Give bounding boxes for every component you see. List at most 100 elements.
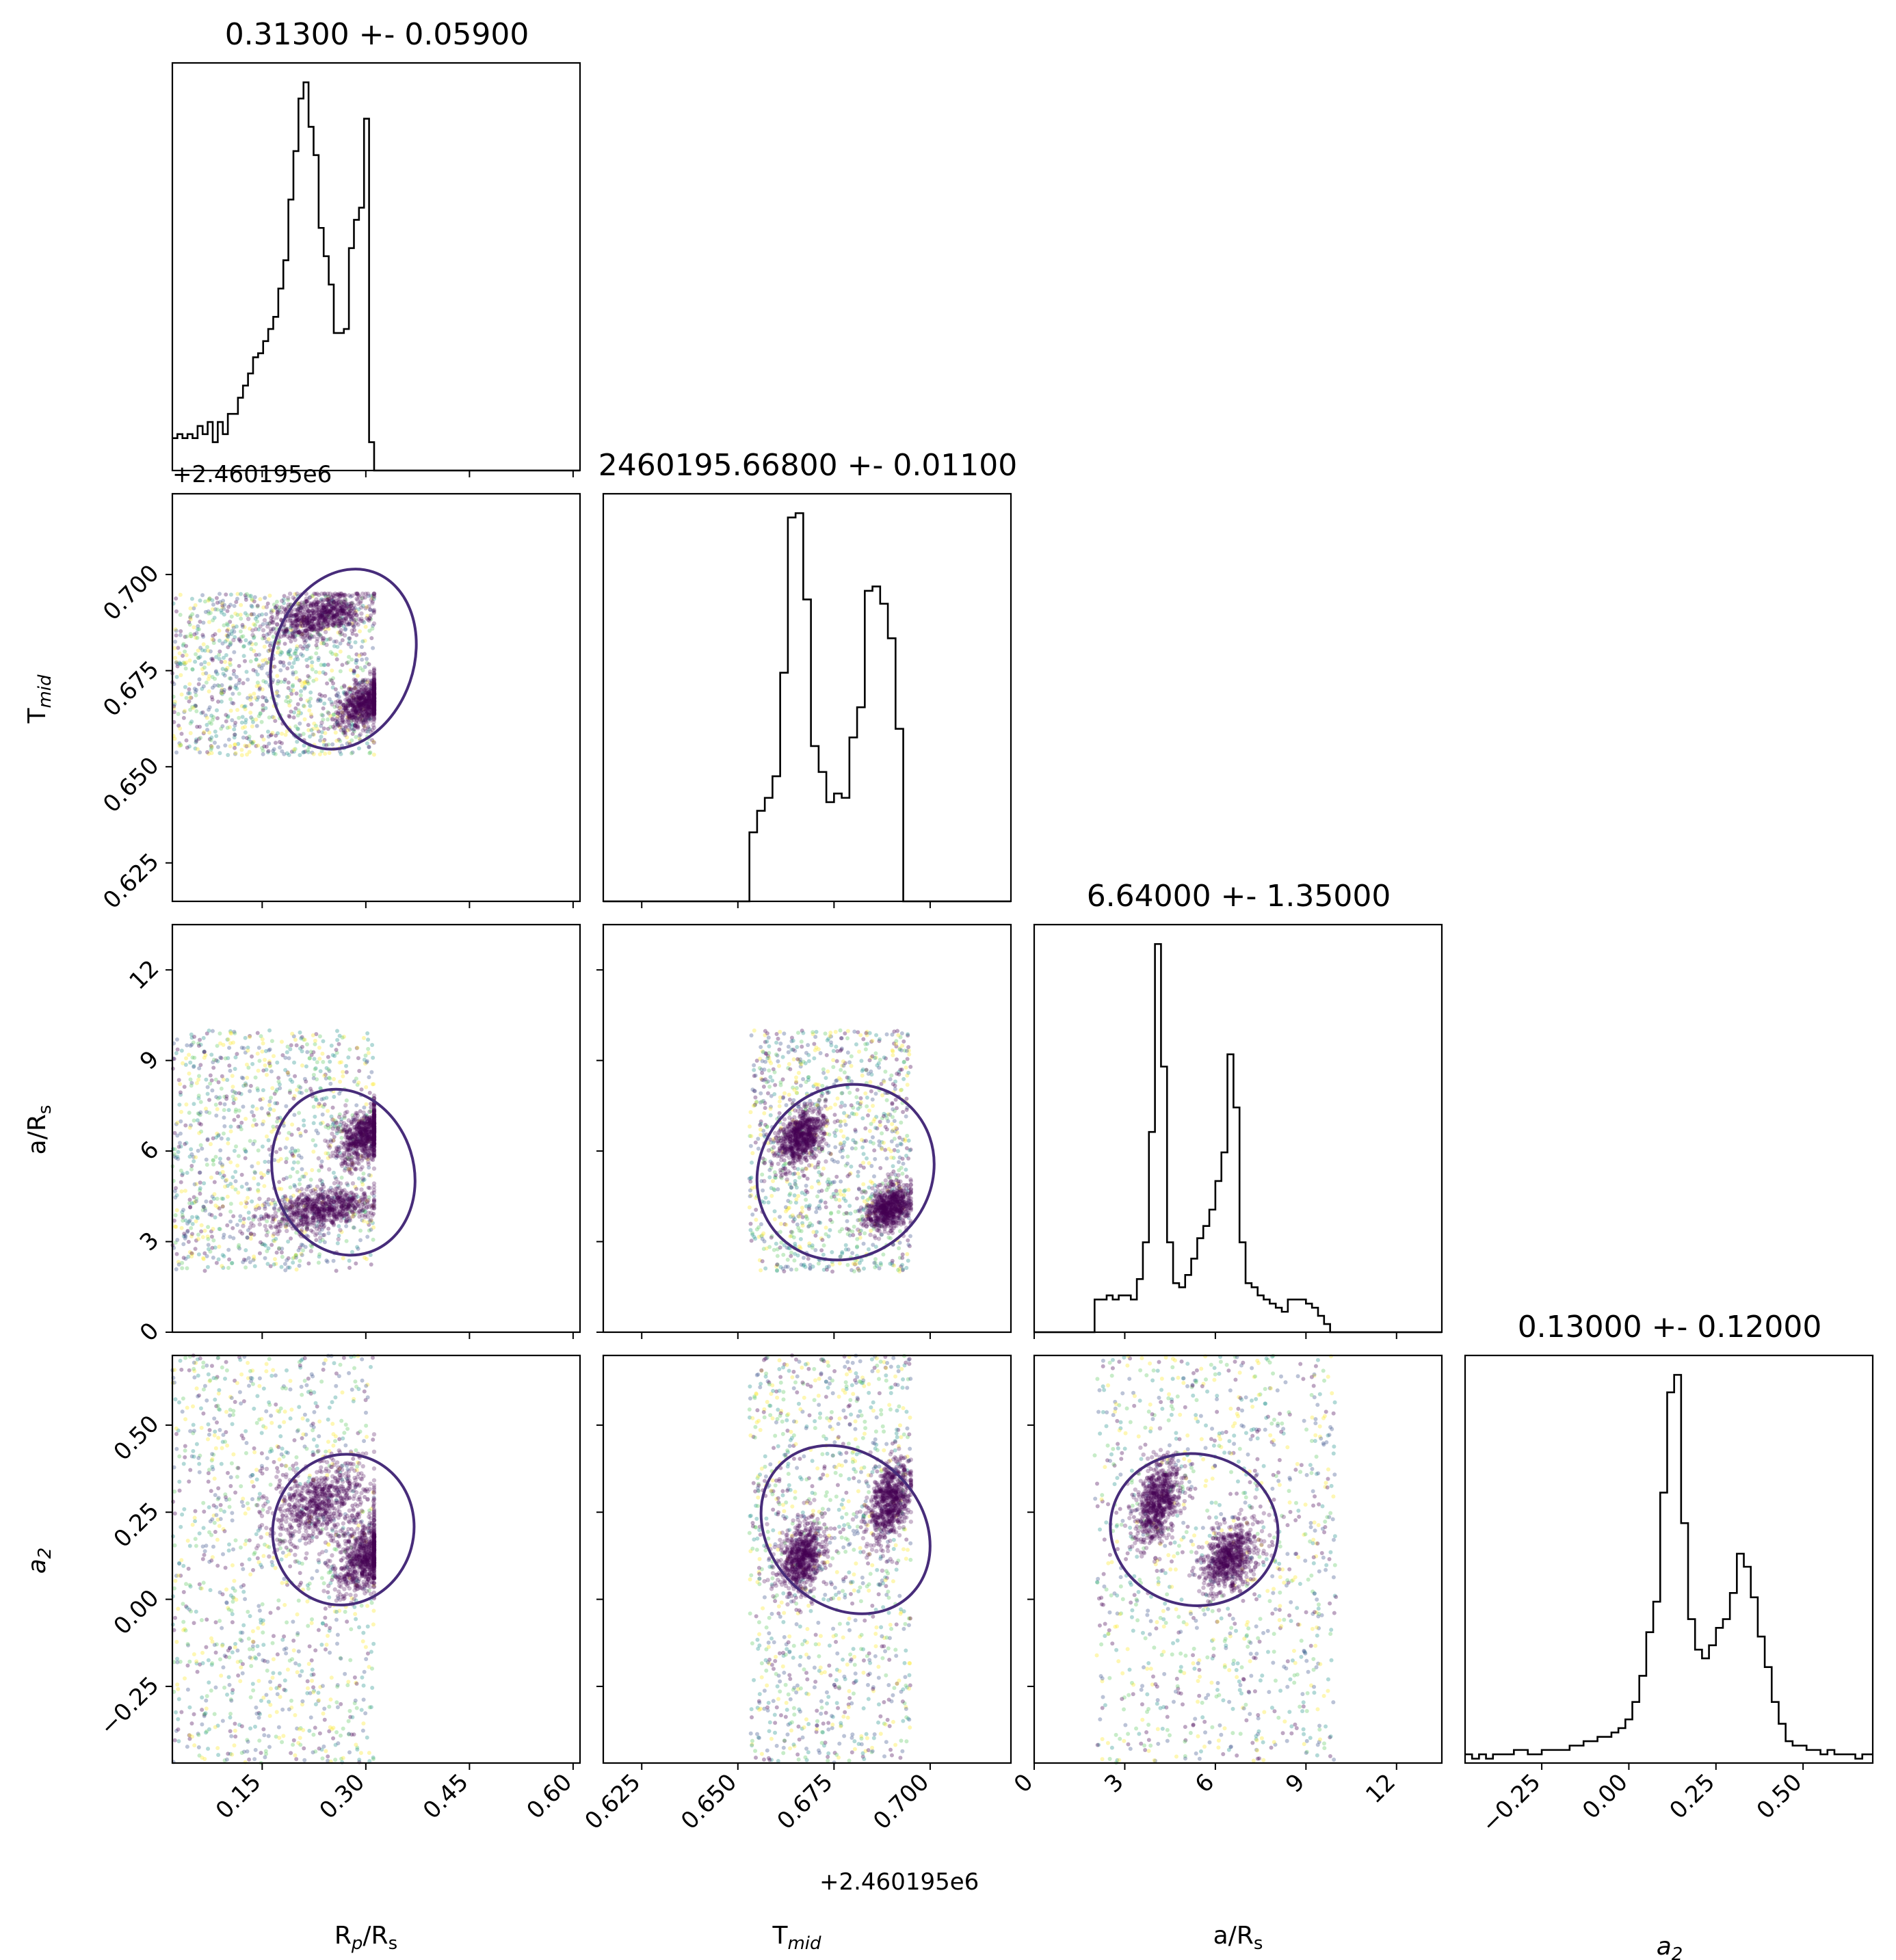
scatter-point: [320, 1051, 325, 1056]
scatter-point: [367, 615, 372, 620]
scatter-point: [288, 1204, 293, 1210]
scatter-point: [315, 631, 320, 637]
scatter-point: [233, 1179, 238, 1184]
scatter-point: [224, 668, 228, 673]
scatter-point: [231, 701, 236, 706]
scatter-point: [216, 1080, 221, 1085]
scatter-point: [218, 1213, 223, 1217]
scatter-point: [321, 1059, 326, 1064]
scatter-point: [315, 605, 319, 609]
scatter-point: [192, 1118, 196, 1123]
scatter-point: [209, 1052, 214, 1057]
scatter-point: [263, 1223, 267, 1229]
scatter-point: [243, 707, 248, 712]
scatter-point: [182, 1085, 187, 1089]
scatter-point: [302, 620, 306, 625]
scatter-point: [319, 734, 324, 739]
scatter-point: [261, 678, 266, 683]
scatter-point: [354, 1200, 359, 1204]
scatter-point: [239, 616, 243, 621]
scatter-point: [196, 655, 201, 660]
scatter-point: [309, 728, 314, 732]
scatter-point: [350, 732, 355, 737]
scatter-point: [358, 1228, 363, 1233]
scatter-point: [187, 620, 192, 624]
scatter-point: [207, 707, 211, 712]
scatter-point: [326, 1231, 331, 1236]
scatter-point: [321, 591, 327, 596]
scatter-point: [291, 672, 295, 676]
scatter-point: [371, 1166, 377, 1171]
scatter-point: [340, 602, 345, 607]
scatter-point: [270, 1086, 275, 1091]
scatter-point: [367, 751, 372, 756]
scatter-point: [248, 1139, 252, 1143]
scatter-point: [281, 1177, 286, 1182]
scatter-point: [317, 692, 322, 697]
scatter-point: [215, 716, 220, 721]
scatter-point: [208, 1249, 213, 1254]
scatter-point: [356, 713, 360, 719]
scatter-point: [224, 667, 228, 672]
scatter-point: [226, 1247, 231, 1252]
scatter-point: [318, 1069, 323, 1074]
scatter-point: [238, 1214, 243, 1219]
scatter-point: [262, 618, 267, 623]
scatter-point: [325, 681, 330, 686]
scatter-point: [233, 1055, 238, 1060]
scatter-point: [187, 1218, 192, 1223]
scatter-point: [338, 699, 343, 704]
scatter-point: [343, 1127, 347, 1133]
scatter-point: [269, 1129, 274, 1134]
scatter-point: [283, 1068, 288, 1072]
scatter-point: [250, 1054, 254, 1059]
scatter-point: [264, 1228, 269, 1232]
scatter-point: [199, 1229, 204, 1234]
scatter-point: [304, 1088, 309, 1093]
scatter-point: [174, 628, 179, 633]
scatter-point: [193, 1247, 198, 1252]
scatter-point: [315, 1184, 320, 1189]
scatter-point: [201, 684, 206, 689]
scatter-point: [359, 605, 364, 610]
scatter-point: [243, 638, 248, 643]
scatter-point: [202, 1269, 207, 1273]
scatter-point: [300, 1253, 304, 1258]
scatter-point: [338, 722, 343, 727]
y-tick-label: 0.700: [98, 559, 164, 626]
scatter-point: [335, 1037, 340, 1042]
scatter-point: [255, 672, 260, 677]
scatter-point: [366, 1210, 371, 1215]
scatter-point: [289, 665, 294, 670]
scatter-point: [212, 1180, 217, 1184]
scatter-point: [339, 1212, 345, 1217]
scatter-point: [257, 1059, 262, 1063]
scatter-point: [248, 698, 253, 702]
scatter-point: [268, 1107, 273, 1111]
scatter-point: [307, 1056, 312, 1061]
scatter-point: [239, 635, 244, 639]
scatter-point: [233, 1091, 238, 1096]
scatter-point: [201, 642, 206, 647]
scatter-point: [231, 1236, 236, 1241]
scatter-point: [226, 635, 231, 639]
scatter-point: [369, 704, 373, 708]
scatter-point: [232, 727, 237, 732]
scatter-point: [319, 1097, 324, 1102]
scatter-point: [317, 1168, 321, 1173]
scatter-point: [250, 633, 255, 637]
scatter-point: [291, 661, 296, 665]
scatter-point: [249, 603, 254, 608]
scatter-point: [211, 1162, 216, 1167]
scatter-point: [319, 693, 324, 698]
scatter-point: [227, 1046, 232, 1050]
scatter-point: [198, 1186, 202, 1191]
scatter-point: [272, 715, 276, 720]
scatter-point: [259, 719, 264, 724]
scatter-point: [228, 1124, 233, 1129]
scatter-point: [265, 729, 270, 734]
scatter-point: [226, 1137, 231, 1141]
scatter-point: [295, 591, 300, 596]
scatter-point: [275, 674, 280, 678]
scatter-point: [316, 656, 321, 661]
